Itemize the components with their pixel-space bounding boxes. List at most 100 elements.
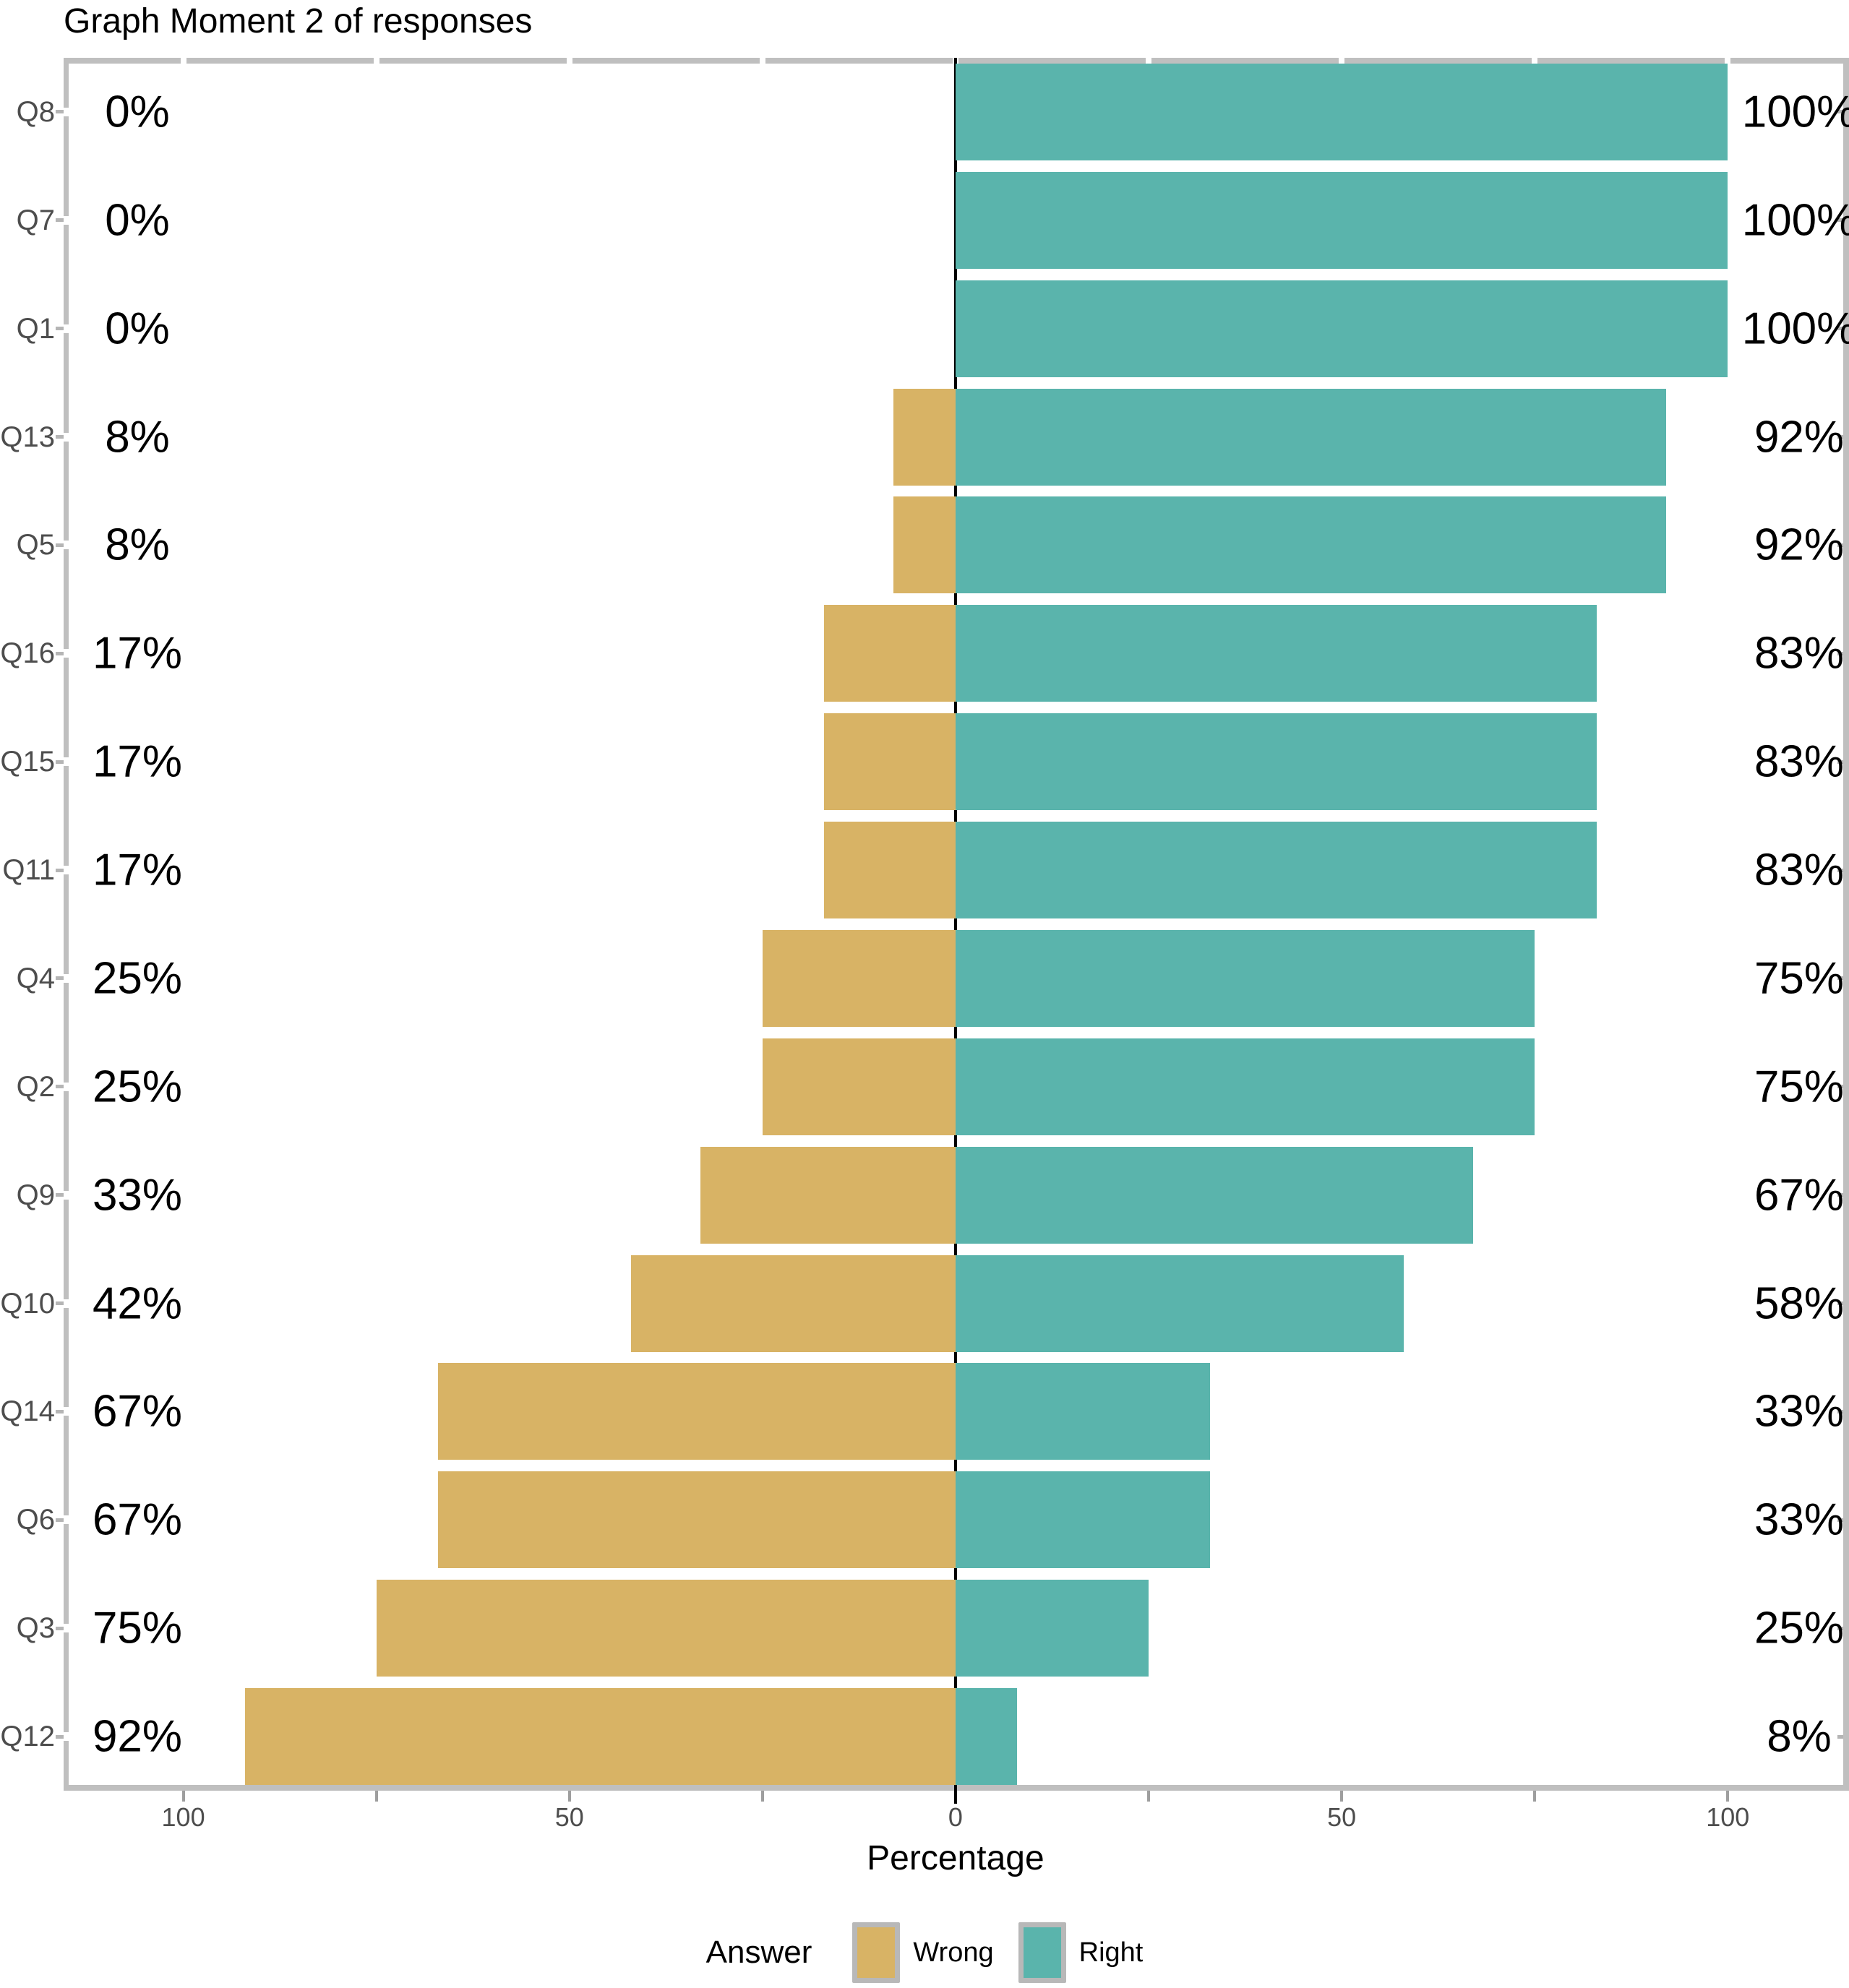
y-axis-tick-left [56, 976, 64, 981]
bar-value-label-left-Q3: 75% [92, 1603, 183, 1653]
x-axis-tick-gap-top [180, 58, 186, 64]
x-axis-tick-gap-top [759, 58, 765, 64]
bar-right-Q7 [955, 171, 1728, 269]
bar-value-label-left-Q11: 17% [92, 845, 183, 895]
bar-right-Q6 [955, 1471, 1211, 1569]
y-axis-tick-right [1837, 1518, 1843, 1522]
legend-key-right-swatch [1018, 1922, 1066, 1983]
y-axis-label-Q16: Q16 [0, 637, 55, 670]
x-axis-tick-gap-top [373, 58, 379, 64]
bar-value-label-left-Q8: 0% [105, 87, 170, 137]
chart-title: Graph Moment 2 of responses [64, 2, 533, 40]
legend-label-right: Right [1078, 1937, 1144, 1968]
bar-wrong-Q13 [893, 388, 956, 486]
y-axis-tick-right [1837, 435, 1843, 439]
bar-wrong-Q3 [376, 1580, 956, 1677]
legend-title: Answer [705, 1935, 812, 1970]
y-axis-tick-left [56, 327, 64, 331]
y-axis-label-Q2: Q2 [16, 1070, 55, 1103]
bar-right-Q13 [955, 388, 1666, 486]
bar-wrong-Q12 [245, 1688, 956, 1786]
y-axis-label-Q11: Q11 [2, 854, 55, 887]
bar-value-label-left-Q10: 42% [92, 1278, 183, 1329]
y-axis-tick-gap [64, 1732, 69, 1742]
bar-value-label-right-Q4: 75% [1754, 953, 1845, 1004]
bar-wrong-Q6 [438, 1471, 956, 1569]
x-axis-tick-gap-top [1532, 58, 1538, 64]
y-axis-label-Q4: Q4 [16, 962, 55, 994]
legend: Answer Wrong Right [0, 1916, 1849, 1988]
y-axis-tick-gap [64, 541, 69, 550]
panel-border-right [1843, 58, 1849, 1791]
y-axis-tick-right [1837, 1734, 1843, 1739]
x-axis-tick-bottom [567, 1791, 571, 1802]
bar-value-label-left-Q14: 67% [92, 1386, 183, 1437]
bar-right-Q5 [955, 496, 1666, 594]
bar-value-label-right-Q14: 33% [1754, 1386, 1845, 1437]
y-axis-label-Q7: Q7 [16, 204, 55, 236]
y-axis-tick-right [1837, 110, 1843, 114]
bar-value-label-left-Q4: 25% [92, 953, 183, 1004]
y-axis-tick-left [56, 218, 64, 223]
y-axis-label-Q6: Q6 [16, 1504, 55, 1536]
y-axis-tick-left [56, 110, 64, 114]
y-axis-tick-left [56, 868, 64, 872]
y-axis-tick-right [1837, 218, 1843, 223]
bar-right-Q15 [955, 713, 1597, 811]
y-axis-label-Q9: Q9 [16, 1179, 55, 1211]
bar-value-label-right-Q9: 67% [1754, 1170, 1845, 1221]
y-axis-tick-gap [64, 1515, 69, 1525]
bar-value-label-left-Q1: 0% [105, 304, 170, 354]
y-axis-tick-gap [64, 1190, 69, 1200]
y-axis-tick-gap [64, 432, 69, 442]
legend-item-right: Right [1018, 1922, 1144, 1983]
y-axis-tick-right [1837, 976, 1843, 981]
zero-baseline [953, 58, 957, 1791]
y-axis-label-Q10: Q10 [0, 1287, 55, 1320]
x-axis-tick-label: 50 [554, 1802, 584, 1832]
x-axis-tick-gap-top [566, 58, 572, 64]
y-axis-label-Q1: Q1 [16, 312, 55, 345]
bar-value-label-right-Q2: 75% [1754, 1062, 1845, 1112]
x-axis-tick-bottom [760, 1791, 764, 1802]
bar-right-Q16 [955, 605, 1597, 702]
y-axis-tick-right [1837, 868, 1843, 872]
y-axis-tick-gap [64, 215, 69, 225]
bar-wrong-Q2 [762, 1038, 956, 1135]
y-axis-tick-gap [64, 1299, 69, 1308]
bar-wrong-Q15 [824, 713, 956, 811]
bar-value-label-right-Q11: 83% [1754, 845, 1845, 895]
bar-right-Q8 [955, 63, 1728, 160]
bar-value-label-right-Q13: 92% [1754, 412, 1845, 462]
legend-label-wrong: Wrong [913, 1937, 994, 1968]
panel-border-left [64, 58, 69, 1791]
bar-value-label-left-Q16: 17% [92, 628, 183, 679]
y-axis-tick-right [1837, 1626, 1843, 1630]
y-axis-tick-left [56, 543, 64, 547]
bar-value-label-right-Q7: 100% [1741, 195, 1849, 246]
bar-right-Q11 [955, 822, 1597, 919]
legend-key-wrong-swatch [852, 1922, 901, 1983]
y-axis-tick-gap [64, 973, 69, 983]
y-axis-tick-left [56, 435, 64, 439]
bar-value-label-right-Q10: 58% [1754, 1278, 1845, 1329]
bar-value-label-right-Q8: 100% [1741, 87, 1849, 137]
x-axis-tick-label: 50 [1327, 1802, 1357, 1832]
y-axis-tick-gap [64, 757, 69, 767]
y-axis-tick-left [56, 1518, 64, 1522]
y-axis-tick-gap [64, 1624, 69, 1633]
y-axis-tick-gap [64, 324, 69, 333]
bar-wrong-Q11 [824, 822, 956, 919]
bar-wrong-Q16 [824, 605, 956, 702]
bar-value-label-left-Q12: 92% [92, 1711, 183, 1762]
bar-value-label-left-Q7: 0% [105, 195, 170, 246]
bar-value-label-left-Q9: 33% [92, 1170, 183, 1221]
bar-right-Q4 [955, 929, 1535, 1027]
bar-right-Q3 [955, 1580, 1149, 1677]
y-axis-tick-left [56, 1626, 64, 1630]
x-axis-tick-label: 100 [161, 1802, 205, 1832]
bar-wrong-Q4 [762, 929, 956, 1027]
bar-value-label-right-Q6: 33% [1754, 1494, 1845, 1545]
legend-item-wrong: Wrong [852, 1922, 994, 1983]
